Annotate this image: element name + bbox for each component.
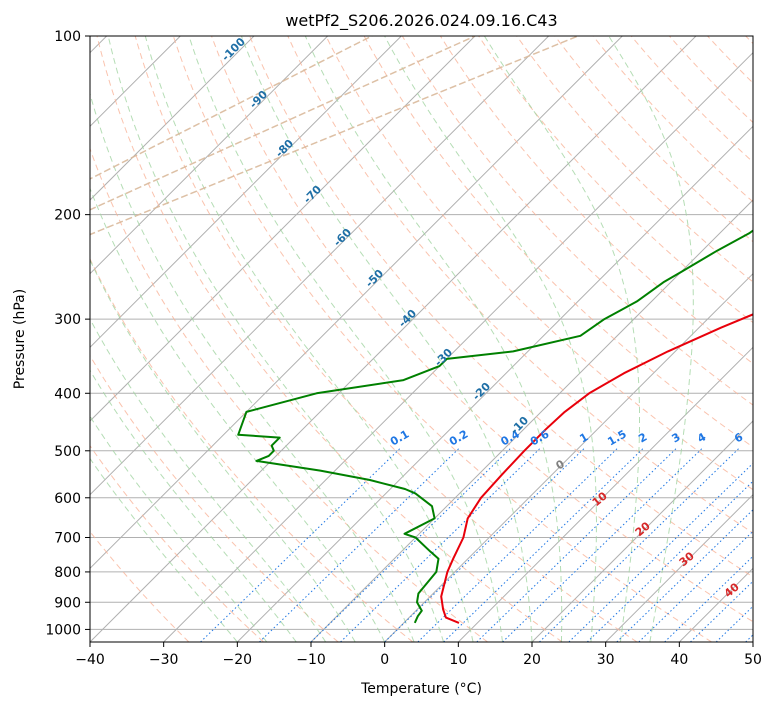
x-tick-label: 40 xyxy=(670,652,688,668)
dry-adiabat-line xyxy=(630,36,753,163)
chart-title: wetPf2_S206.2026.024.09.16.C43 xyxy=(285,11,557,31)
x-tick-label: 50 xyxy=(744,652,762,668)
x-tick-label: 30 xyxy=(597,652,615,668)
moist-adiabat-line xyxy=(608,36,694,642)
dry-adiabat-line xyxy=(172,36,712,642)
isotherm-line xyxy=(163,51,753,642)
moist-adiabat-line xyxy=(90,91,415,642)
isotherm-line xyxy=(90,36,476,422)
moist-adiabat-line xyxy=(90,318,327,642)
isotherm-line xyxy=(90,36,550,496)
y-tick-label: 500 xyxy=(54,444,81,460)
mixing-ratio-line xyxy=(502,446,704,642)
x-tick-label: −10 xyxy=(296,652,326,668)
dry-adiabat-line xyxy=(90,257,414,642)
isotherm-line xyxy=(384,272,753,642)
isotherm-line xyxy=(90,36,329,275)
x-tick-label: 20 xyxy=(523,652,541,668)
moist-adiabat-line xyxy=(90,457,238,642)
temperature-profile-line xyxy=(440,313,753,624)
y-tick-label: 600 xyxy=(54,491,81,507)
isotherm-line xyxy=(531,420,753,642)
mixing-ratio-line xyxy=(340,446,542,642)
dry-adiabat-line xyxy=(401,36,753,406)
mixing-ratio-line xyxy=(259,446,461,642)
y-tick-label: 100 xyxy=(54,29,81,45)
mixing-ratio-line xyxy=(384,446,587,642)
mixing-ratio-line xyxy=(568,462,753,642)
mixing-ratio-line xyxy=(476,446,679,642)
mixing-ratio-line xyxy=(616,509,753,642)
y-tick-label: 700 xyxy=(54,531,81,547)
x-tick-label: −20 xyxy=(223,652,253,668)
dry-adiabat-line xyxy=(478,36,753,324)
moist-adiabat-line xyxy=(90,369,297,642)
dry-adiabat-line xyxy=(90,444,264,642)
moist-adiabat-line xyxy=(144,36,474,642)
moist-adiabat-line xyxy=(90,415,268,642)
mixing-ratio-line xyxy=(443,446,645,642)
moist-adiabat-line xyxy=(188,36,503,642)
plot-frame xyxy=(89,35,754,643)
x-tick-label: 0 xyxy=(380,652,389,668)
mixing-ratio-line xyxy=(638,530,753,642)
dry-adiabat-line xyxy=(211,36,753,623)
dry-adiabat-line xyxy=(96,36,563,642)
isotherm-line xyxy=(605,493,753,642)
dry-adiabat-line xyxy=(134,36,638,642)
moist-adiabat-line xyxy=(483,36,640,642)
isotherm-line xyxy=(90,36,255,201)
x-axis-label: Temperature (°C) xyxy=(360,681,482,697)
y-tick-label: 300 xyxy=(54,312,81,328)
y-tick-label: 400 xyxy=(54,386,81,402)
mixing-ratio-line xyxy=(586,480,753,642)
x-tick-label: 10 xyxy=(449,652,467,668)
axes: −40 −30 −20 −10 0 10 20 30 40 50 100 200 300 400 500 60… xyxy=(45,29,762,668)
profile-lines xyxy=(237,229,753,624)
isotherm-line xyxy=(90,36,402,349)
dry-adiabat-line xyxy=(363,36,753,448)
reference-curve xyxy=(90,36,579,236)
x-tick-label: −40 xyxy=(75,652,105,668)
dry-adiabat-line xyxy=(249,36,753,578)
moist-adiabat-line xyxy=(304,36,563,642)
isotherm-line xyxy=(90,36,623,570)
moist-adiabat-line xyxy=(90,187,386,642)
y-axis-label: Pressure (hPa) xyxy=(12,289,28,389)
isotherm-line xyxy=(236,125,753,642)
dry-adiabat-line xyxy=(592,36,753,203)
isotherm-line xyxy=(90,36,697,642)
moist-adiabat-line xyxy=(90,258,356,642)
background-lines xyxy=(90,36,753,642)
y-tick-label: 800 xyxy=(54,565,81,581)
y-tick-label: 200 xyxy=(54,208,81,224)
isotherm-line xyxy=(457,346,753,642)
mixing-ratio-line xyxy=(539,446,741,642)
reference-curve xyxy=(90,36,373,180)
dewpoint-profile-line xyxy=(237,229,753,624)
x-tick-label: −30 xyxy=(149,652,179,668)
dry-adiabat-line xyxy=(325,36,753,491)
mixing-ratio-line xyxy=(417,446,620,642)
moist-adiabat-line xyxy=(240,36,533,642)
y-tick-label: 1000 xyxy=(45,622,81,638)
y-tick-label: 900 xyxy=(54,595,81,611)
moist-adiabat-line xyxy=(384,36,597,642)
mixing-ratio-line xyxy=(310,446,513,642)
dry-adiabat-line xyxy=(516,36,753,283)
